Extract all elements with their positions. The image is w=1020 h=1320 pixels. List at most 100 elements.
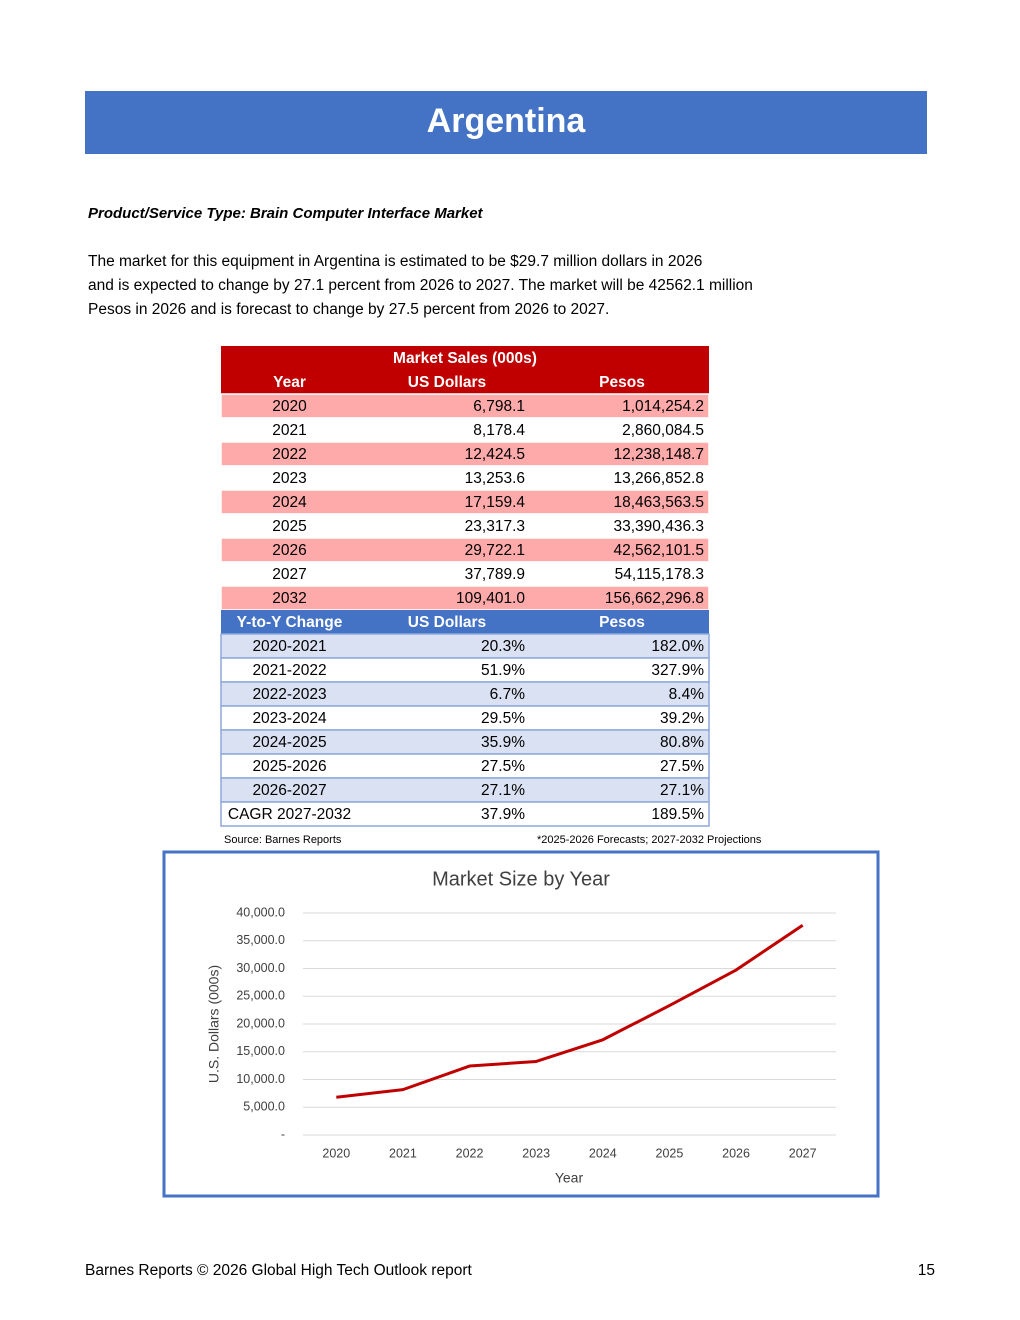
page-number: 15 [918, 1262, 935, 1279]
column-header: US Dollars [408, 374, 486, 391]
table-cell: 2026 [272, 542, 306, 559]
table-cell: 2024 [272, 494, 307, 511]
table-cell: 29.5% [481, 710, 525, 727]
table-cell: 182.0% [651, 638, 704, 655]
table-cell: 35.9% [481, 734, 525, 751]
column-header: Year [273, 374, 306, 391]
page-title: Argentina [427, 102, 587, 140]
table-cell: 2020 [272, 398, 307, 415]
table-header-band [221, 370, 709, 394]
chart-title: Market Size by Year [432, 868, 610, 890]
y-tick-label: - [281, 1127, 285, 1141]
table-cell: 2,860,084.5 [622, 422, 704, 439]
table-cell: 156,662,296.8 [605, 590, 704, 607]
table-cell: 109,401.0 [456, 590, 525, 607]
table-cell: 23,317.3 [465, 518, 525, 535]
table-cell: 33,390,436.3 [613, 518, 704, 535]
product-line: Product/Service Type: Brain Computer Int… [88, 205, 484, 222]
table-cell: 54,115,178.3 [615, 566, 704, 583]
y-axis-label: U.S. Dollars (000s) [206, 965, 222, 1083]
table-cell: 8.4% [669, 686, 705, 703]
y-tick-label: 5,000.0 [243, 1100, 285, 1114]
table-row [220, 537, 710, 563]
table-row [220, 753, 710, 779]
table-cell: 39.2% [660, 710, 704, 727]
table-cell: 27.1% [660, 782, 704, 799]
table-cell: 42,562,101.5 [613, 542, 704, 559]
table-cell: 27.5% [481, 758, 525, 775]
table-row [220, 513, 710, 539]
column-header: Y-to-Y Change [237, 614, 343, 631]
table-header-band [221, 610, 709, 634]
table-cell: 17,159.4 [465, 494, 526, 511]
table-cell: 37.9% [481, 806, 525, 823]
table-cell: CAGR 2027-2032 [228, 806, 351, 823]
table-cell: 2020-2021 [252, 638, 326, 655]
y-tick-label: 20,000.0 [236, 1016, 285, 1030]
paragraph-line: and is expected to change by 27.1 percen… [88, 277, 753, 294]
table-cell: 37,789.9 [465, 566, 525, 583]
table-row [220, 801, 710, 827]
table-cell: 2023-2024 [252, 710, 327, 727]
y-tick-label: 25,000.0 [236, 989, 285, 1003]
source: Source: Barnes Reports [224, 834, 342, 846]
title-banner [85, 91, 927, 154]
table-cell: 6,798.1 [473, 398, 525, 415]
table-cell: 18,463,563.5 [613, 494, 704, 511]
x-tick-label: 2026 [722, 1146, 750, 1160]
y-tick-label: 35,000.0 [236, 933, 285, 947]
x-tick-label: 2025 [656, 1146, 684, 1160]
y-tick-label: 40,000.0 [236, 905, 285, 919]
table-cell: 29,722.1 [465, 542, 525, 559]
table-cell: 2025-2026 [252, 758, 326, 775]
note: *2025-2026 Forecasts; 2027-2032 Projecti… [537, 834, 762, 846]
table-cell: 2021 [272, 422, 306, 439]
table-cell: 2024-2025 [252, 734, 326, 751]
footer-text: Barnes Reports © 2026 Global High Tech O… [85, 1262, 472, 1279]
table-cell: 20.3% [481, 638, 525, 655]
table-cell: 2026-2027 [252, 782, 326, 799]
table-cell: 51.9% [481, 662, 525, 679]
table-cell: 2022-2023 [252, 686, 326, 703]
table-cell: 2025 [272, 518, 306, 535]
y-tick-label: 15,000.0 [236, 1044, 285, 1058]
table-cell: 2027 [272, 566, 306, 583]
table-cell: 12,238,148.7 [613, 446, 704, 463]
x-tick-label: 2020 [322, 1146, 350, 1160]
table-row [220, 777, 710, 803]
table-cell: 27.5% [660, 758, 704, 775]
data-line [336, 924, 804, 1099]
column-header: Pesos [599, 374, 645, 391]
x-tick-label: 2022 [456, 1146, 484, 1160]
table-cell: 2032 [272, 590, 306, 607]
table-cell: 12,424.5 [465, 446, 525, 463]
table-title-band [221, 346, 709, 370]
table-row [220, 561, 710, 587]
paragraph-line: The market for this equipment in Argenti… [88, 253, 702, 270]
table-cell: 13,253.6 [465, 470, 525, 487]
table-cell: 2022 [272, 446, 306, 463]
table-cell: 2023 [272, 470, 306, 487]
table-cell: 189.5% [651, 806, 704, 823]
x-tick-label: 2021 [389, 1146, 417, 1160]
table-cell: 13,266,852.8 [613, 470, 704, 487]
x-tick-label: 2023 [522, 1146, 550, 1160]
table-cell: 2021-2022 [252, 662, 326, 679]
table-title: Market Sales (000s) [393, 350, 537, 367]
table-row [220, 657, 710, 683]
table-cell: 27.1% [481, 782, 525, 799]
table-cell: 6.7% [490, 686, 526, 703]
paragraph-line: Pesos in 2026 and is forecast to change … [88, 301, 609, 318]
table-cell: 8,178.4 [473, 422, 525, 439]
table-cell: 327.9% [651, 662, 704, 679]
table-cell: 1,014,254.2 [622, 398, 704, 415]
table-cell: 80.8% [660, 734, 704, 751]
x-tick-label: 2024 [589, 1146, 617, 1160]
y-tick-label: 10,000.0 [236, 1072, 285, 1086]
x-tick-label: 2027 [789, 1146, 817, 1160]
column-header: Pesos [599, 614, 645, 631]
y-tick-label: 30,000.0 [236, 961, 285, 975]
column-header: US Dollars [408, 614, 486, 631]
